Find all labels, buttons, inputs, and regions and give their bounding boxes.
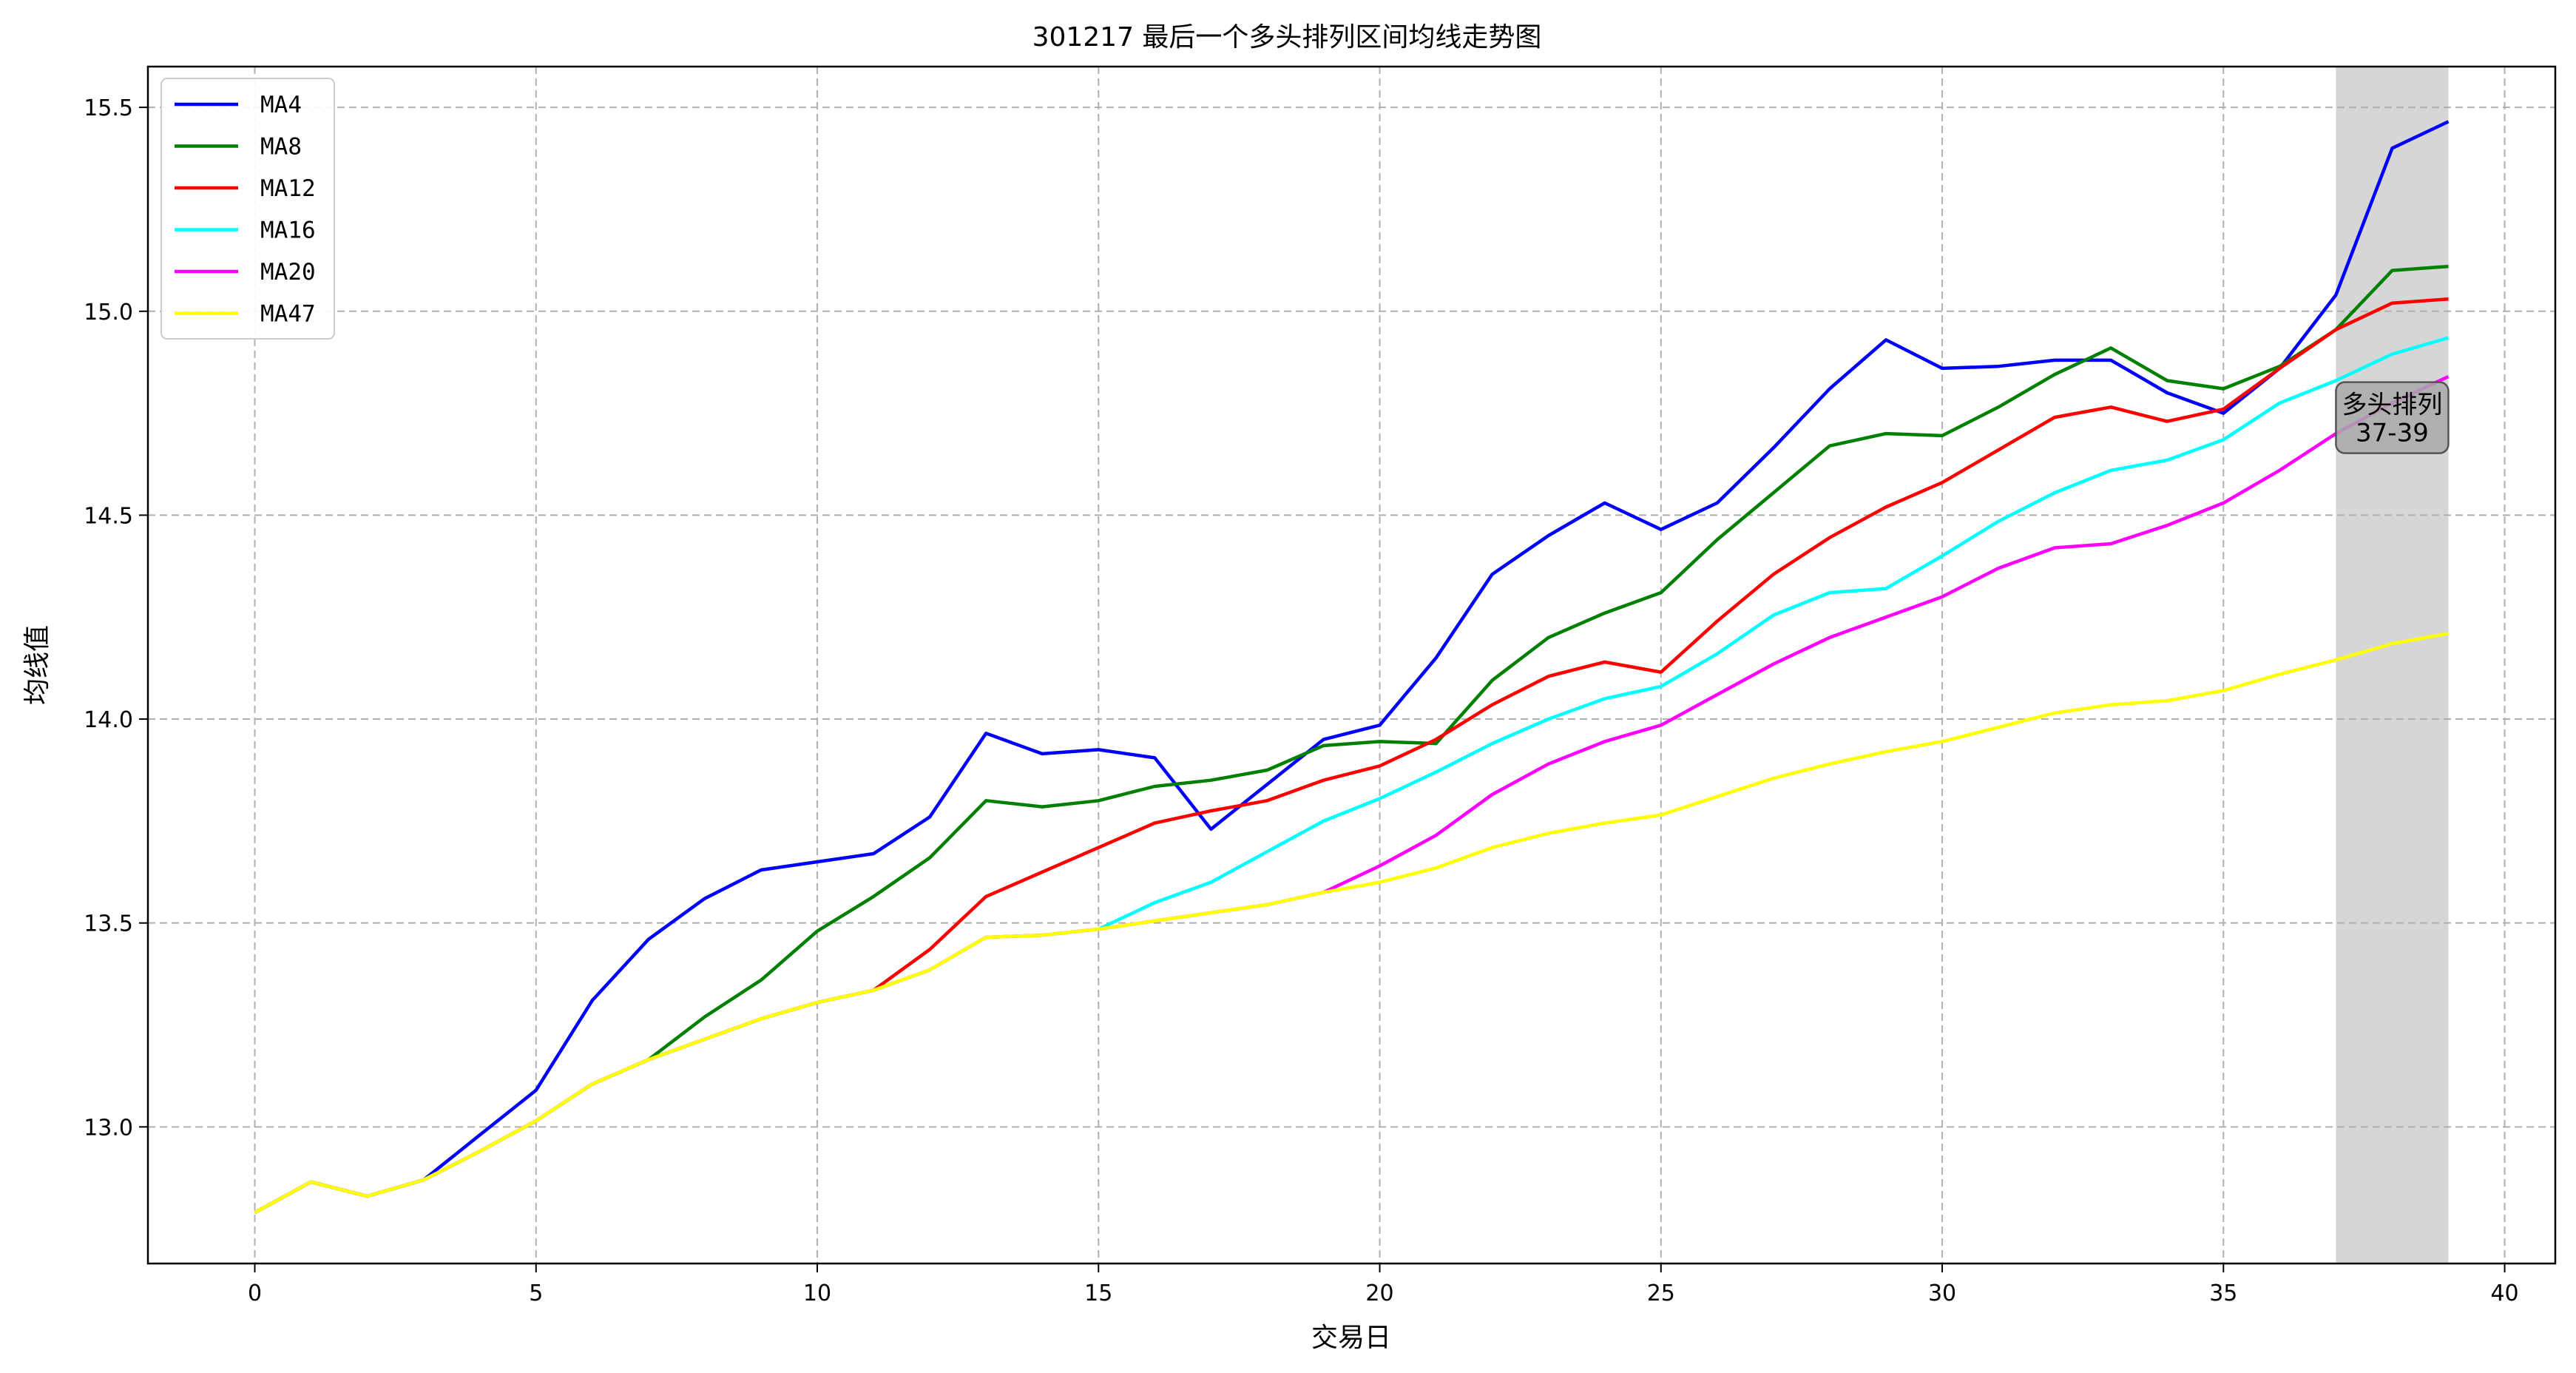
annotation-layer: 多头排列 37-39 [2335, 381, 2450, 454]
series-layer [254, 120, 2450, 1215]
y-tick-label: 14.5 [84, 503, 133, 529]
highlight-band [2336, 67, 2449, 1264]
y-tick-label: 15.5 [84, 95, 133, 121]
legend-label-ma20: MA20 [260, 259, 316, 286]
x-tick-label: 35 [2209, 1281, 2237, 1306]
x-tick-label: 30 [1928, 1281, 1956, 1306]
y-tick-label: 13.0 [84, 1115, 133, 1141]
ticks-layer: 0 5 10 15 20 25 30 35 40 13.0 13.5 14.0 14.5 15.0 15.5 [84, 95, 2518, 1306]
x-axis-title: 交易日 [1311, 1323, 1391, 1353]
highlight-annotation-range: 37-39 [2356, 419, 2429, 448]
x-tick-label: 5 [529, 1281, 543, 1306]
y-tick-label: 14.0 [84, 707, 133, 733]
y-axis-title: 均线值 [22, 625, 53, 705]
series-line-ma47 [254, 632, 2449, 1215]
x-tick-label: 15 [1084, 1281, 1112, 1306]
x-tick-label: 20 [1365, 1281, 1393, 1306]
legend: MA4 MA8 MA12 MA16 MA20 MA47 [160, 78, 335, 340]
x-tick-label: 0 [248, 1281, 262, 1306]
chart-title: 301217 最后一个多头排列区间均线走势图 [1032, 22, 1542, 53]
highlight-layer [2336, 67, 2449, 1264]
legend-label-ma4: MA4 [260, 92, 302, 118]
y-tick-label: 15.0 [84, 300, 133, 325]
y-tick-label: 13.5 [84, 911, 133, 937]
highlight-annotation-label: 多头排列 [2342, 391, 2442, 420]
legend-label-ma16: MA16 [260, 217, 316, 244]
legend-label-ma12: MA12 [260, 175, 316, 202]
plot-frame [146, 65, 2557, 1265]
highlight-annotation-box [2335, 381, 2450, 454]
x-tick-label: 25 [1647, 1281, 1675, 1306]
legend-label-ma8: MA8 [260, 134, 302, 161]
legend-frame [160, 78, 335, 340]
legend-label-ma47: MA47 [260, 301, 316, 328]
x-tick-label: 10 [803, 1281, 831, 1306]
x-tick-label: 40 [2490, 1281, 2518, 1306]
grid-layer [148, 67, 2555, 1264]
